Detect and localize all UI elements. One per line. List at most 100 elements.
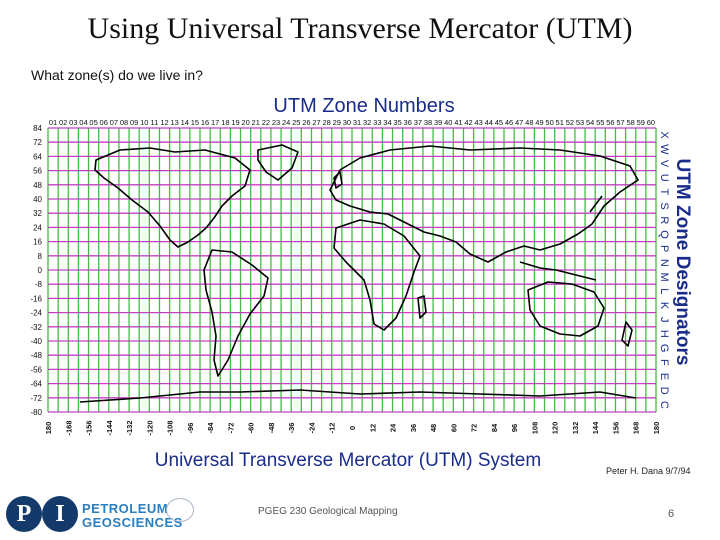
longitude-label: 48 [429,424,438,432]
zone-number-label: 50 [545,118,553,127]
zone-designator-label: K [658,302,670,310]
zone-number-label: 45 [495,118,503,127]
map-bottom-title: Universal Transverse Mercator (UTM) Syst… [155,450,541,471]
zone-number-label: 08 [120,118,128,127]
zone-designator-label: P [658,245,670,252]
zone-number-label: 34 [383,118,391,127]
longitude-label: 0 [348,426,357,430]
zone-number-label: 13 [170,118,178,127]
zone-number-label: 12 [160,118,168,127]
map-top-title: UTM Zone Numbers [273,95,454,117]
zone-number-label: 09 [130,118,138,127]
utm-map-figure: UTM Zone Numbers 01 02 03 04 05 06 07 08 09 10 11 1… [30,95,693,471]
latitude-label: 56 [33,167,42,176]
zone-designator-label: L [658,288,670,294]
zone-designator-label: M [658,273,670,282]
zone-designator-label: U [658,174,670,182]
logo-line2: GEOSCIENCES [82,515,183,530]
zone-designator-label: C [658,401,670,409]
zone-number-label: 25 [292,118,300,127]
zone-number-label: 22 [262,118,270,127]
zone-number-label: 43 [474,118,482,127]
longitude-label: -156 [85,420,94,435]
longitude-label: 60 [449,424,458,432]
zone-number-label: 28 [322,118,330,127]
zone-number-label: 29 [333,118,341,127]
latitude-label: -8 [35,280,43,289]
zone-number-label: 06 [100,118,108,127]
zone-number-label: 44 [485,118,493,127]
longitude-label: 120 [551,422,560,435]
logo-emblem-icon [166,498,194,522]
latitude-label: 40 [33,195,42,204]
zone-number-label: 49 [535,118,543,127]
zone-number-label: 35 [393,118,401,127]
zone-number-label: 27 [312,118,320,127]
longitude-label: 180 [652,422,661,435]
slide-question: What zone(s) do we live in? [31,67,203,83]
zone-number-label: 33 [373,118,381,127]
zone-number-label: 04 [79,118,87,127]
latitude-label: -48 [30,351,42,360]
zone-number-label: 60 [647,118,655,127]
logo-i-circle: I [42,496,78,532]
zone-designator-label: G [658,344,670,353]
longitude-labels: 180 -168 -156 -144 -132 -120 -108 -96 -84 -72 -60-… [44,420,661,436]
zone-number-label: 20 [241,118,249,127]
zone-designator-label: E [658,373,670,380]
longitude-label: -84 [206,422,215,434]
longitude-label: -48 [267,423,276,434]
longitude-label: 180 [44,422,53,435]
zone-number-label: 52 [566,118,574,127]
zone-designator-label: Q [658,230,670,239]
longitude-label: 168 [632,422,641,435]
longitude-label: -12 [328,423,337,434]
longitude-label: 132 [571,422,580,435]
zone-number-label: 46 [505,118,513,127]
zone-number-label: 17 [211,118,219,127]
zone-number-label: 24 [282,118,290,127]
latitude-label: 84 [33,124,42,133]
zone-number-label: 01 [49,118,57,127]
logo-line1: PETROLEUM [82,501,169,516]
zone-designator-label: V [658,160,670,168]
latitude-label: -56 [30,365,42,374]
latitude-label: 64 [33,152,42,161]
zone-number-label: 39 [434,118,442,127]
longitude-label: 156 [611,422,620,435]
map-credit: Peter H. Dana 9/7/94 [606,466,691,476]
latitude-label: -40 [30,337,42,346]
latitude-label: -32 [30,323,42,332]
zone-number-label: 47 [515,118,523,127]
zone-designator-label: D [658,387,670,395]
zone-number-label: 10 [140,118,148,127]
footer-course: PGEG 230 Geological Mapping [258,506,398,517]
zone-number-label: 56 [606,118,614,127]
latitude-label: 16 [33,238,42,247]
zone-number-label: 03 [69,118,77,127]
zone-number-label: 02 [59,118,67,127]
latitude-band-lines [48,127,656,413]
zone-number-label: 32 [363,118,371,127]
zone-number-label: 14 [181,118,189,127]
longitude-label: -72 [226,423,235,434]
petroleum-geosciences-logo: P I PETROLEUM GEOSCIENCES [6,496,196,536]
zone-number-label: 31 [353,118,361,127]
longitude-label: 144 [591,421,600,434]
longitude-label: -36 [287,423,296,434]
latitude-labels: 84 72 64 56 48 40 32 24 16 8 0 -8 -16 -24 -32 -40 -48 -56… [30,124,42,417]
latitude-label: -72 [30,394,42,403]
longitude-label: -144 [105,420,114,436]
zone-number-label: 54 [586,118,594,127]
zone-number-label: 21 [252,118,260,127]
zone-number-label: 51 [556,118,564,127]
zone-number-label: 55 [596,118,604,127]
zone-number-label: 36 [404,118,412,127]
zone-number-label: 23 [272,118,280,127]
latitude-label: -24 [30,309,42,318]
longitude-label: -60 [247,423,256,434]
world-coastlines [79,144,639,403]
latitude-label: 8 [38,252,43,261]
zone-designator-label: H [658,330,670,338]
zone-number-label: 41 [454,118,462,127]
